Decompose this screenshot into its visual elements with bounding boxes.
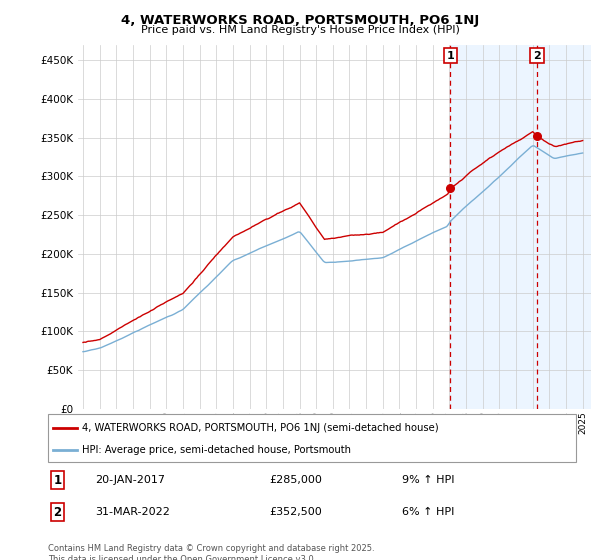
Text: 4, WATERWORKS ROAD, PORTSMOUTH, PO6 1NJ (semi-detached house): 4, WATERWORKS ROAD, PORTSMOUTH, PO6 1NJ … (82, 423, 439, 433)
Text: 2: 2 (533, 51, 541, 60)
Text: 31-MAR-2022: 31-MAR-2022 (95, 507, 170, 517)
Text: 20-JAN-2017: 20-JAN-2017 (95, 475, 166, 485)
Bar (450, 45, 600, 409)
Text: Contains HM Land Registry data © Crown copyright and database right 2025.
This d: Contains HM Land Registry data © Crown c… (48, 544, 374, 560)
FancyBboxPatch shape (48, 414, 576, 462)
Text: £285,000: £285,000 (270, 475, 323, 485)
Text: 6% ↑ HPI: 6% ↑ HPI (402, 507, 454, 517)
Text: Price paid vs. HM Land Registry's House Price Index (HPI): Price paid vs. HM Land Registry's House … (140, 25, 460, 35)
Text: 2: 2 (53, 506, 61, 519)
Text: 9% ↑ HPI: 9% ↑ HPI (402, 475, 454, 485)
Text: 1: 1 (53, 474, 61, 487)
Text: HPI: Average price, semi-detached house, Portsmouth: HPI: Average price, semi-detached house,… (82, 445, 352, 455)
Text: £352,500: £352,500 (270, 507, 323, 517)
Text: 4, WATERWORKS ROAD, PORTSMOUTH, PO6 1NJ: 4, WATERWORKS ROAD, PORTSMOUTH, PO6 1NJ (121, 14, 479, 27)
Text: 1: 1 (446, 51, 454, 60)
